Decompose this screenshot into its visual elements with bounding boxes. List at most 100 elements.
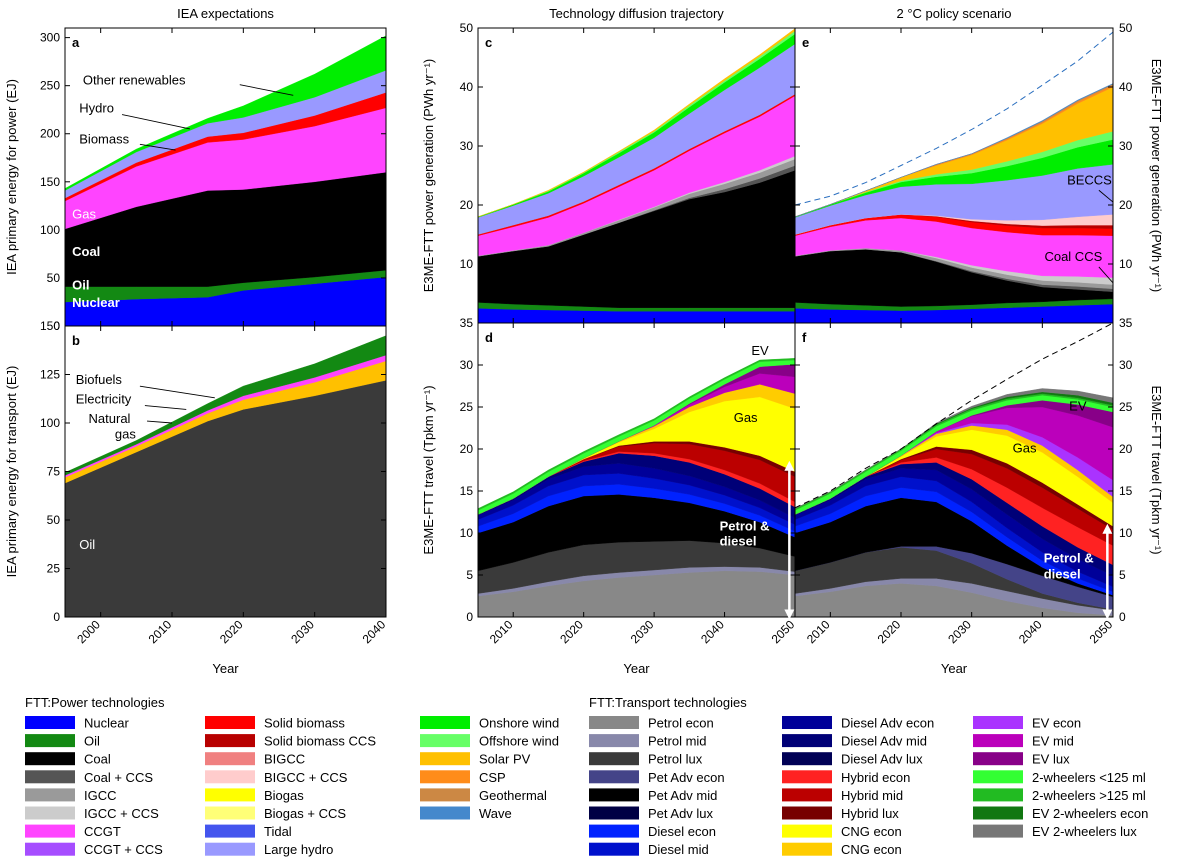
panel-c: 10 20 30 40 50 c Technology diffusion trajecto… <box>421 6 796 324</box>
leader-line <box>121 114 190 130</box>
y-tick-label: 15 <box>1119 484 1133 498</box>
legend-label: Large hydro <box>264 842 333 857</box>
legend-swatch <box>205 824 255 838</box>
legend-label: Hybrid mid <box>841 788 903 803</box>
legend-swatch <box>973 770 1023 784</box>
legend-legend_power: FTT:Power technologies Nuclear Oil Coal Coal… <box>25 695 559 857</box>
x-tick-label: 2030 <box>945 617 974 646</box>
leader-line <box>239 84 294 96</box>
y-tick-label: 250 <box>40 79 60 93</box>
y-tick-label: 10 <box>1119 257 1133 271</box>
x-axis-label: Year <box>941 661 968 676</box>
inline-label: Coal CCS <box>1044 249 1102 264</box>
y-tick-label: 30 <box>1119 358 1133 372</box>
legend-label: Wave <box>479 806 512 821</box>
legend-swatch <box>973 788 1023 802</box>
legend-swatch <box>782 752 832 766</box>
legend-swatch <box>25 824 75 838</box>
legend-swatch <box>973 806 1023 820</box>
leader-line <box>1098 266 1114 284</box>
legend-label: Coal <box>84 752 111 767</box>
x-tick-label: 2020 <box>217 617 246 646</box>
x-tick-label: 2040 <box>1016 617 1045 646</box>
y-tick-label: 20 <box>1119 198 1133 212</box>
panel-label: d <box>485 330 493 345</box>
legend-label: Biogas + CCS <box>264 806 346 821</box>
legend-swatch <box>420 752 470 766</box>
y-tick-label: 40 <box>460 80 474 94</box>
x-tick-label: 2030 <box>628 617 657 646</box>
legend-swatch <box>782 734 832 748</box>
y-tick-label: 150 <box>40 175 60 189</box>
panel-label: e <box>802 35 809 50</box>
legend-label: CSP <box>479 770 506 785</box>
legend-swatch <box>589 824 639 838</box>
legend-swatch <box>420 734 470 748</box>
x-axis-ticks <box>100 28 387 326</box>
inline-label: Oil <box>72 277 89 292</box>
annotation-label: Natural <box>89 411 131 426</box>
y-tick-label: 300 <box>40 31 60 45</box>
panel-title: IEA expectations <box>177 6 274 21</box>
legend-label: Diesel mid <box>648 842 709 857</box>
legend-label: CNG econ <box>841 842 902 857</box>
legend-label: 2-wheelers <125 ml <box>1032 770 1146 785</box>
legend-label: Onshore wind <box>479 716 559 731</box>
legend-label: IGCC <box>84 788 117 803</box>
legend-swatch <box>589 788 639 802</box>
legend-swatch <box>782 788 832 802</box>
y-tick-label: 25 <box>1119 400 1133 414</box>
x-tick-label: 2010 <box>804 617 833 646</box>
y-axis-ticks: 0 50 100 150 200 250 300 <box>40 31 386 333</box>
y-tick-label: 10 <box>460 526 474 540</box>
x-tick-label: 2010 <box>487 617 516 646</box>
legend-label: Petrol mid <box>648 734 707 749</box>
legend-title: FTT:Power technologies <box>25 695 165 710</box>
inline-label: EV <box>751 343 769 358</box>
y-tick-label: 30 <box>1119 139 1133 153</box>
annotation-label: Electricity <box>76 392 132 407</box>
legend-swatch <box>205 734 255 748</box>
legend-swatch <box>782 842 832 856</box>
inline-label: Gas <box>72 206 96 221</box>
y-axis-ticks: 0 25 50 75 100 125 150 <box>40 319 386 624</box>
panel-title: 2 °C policy scenario <box>896 6 1011 21</box>
reference-dashed-line <box>794 322 1114 509</box>
panel-label: c <box>485 35 492 50</box>
legend-label: Diesel econ <box>648 824 716 839</box>
y-axis-label: IEA primary energy for power (EJ) <box>4 79 19 275</box>
inline-label: BECCS <box>1067 172 1112 187</box>
y-tick-label: 15 <box>460 484 474 498</box>
legend-swatch <box>25 734 75 748</box>
x-axis-ticks <box>829 28 1114 323</box>
legend-swatch <box>782 806 832 820</box>
inline-label: Gas <box>734 410 758 425</box>
panel-a: 0 50 100 150 200 250 300 a IEA expectations IEA p… <box>4 6 387 333</box>
leader-line <box>1098 189 1114 203</box>
y-tick-label: 200 <box>40 127 60 141</box>
inline-label: EV <box>1069 398 1087 413</box>
x-tick-label: 2000 <box>74 617 103 646</box>
legend-swatch <box>589 806 639 820</box>
x-tick-label: 2050 <box>769 617 798 646</box>
y-tick-label: 0 <box>53 610 60 624</box>
reference-dashed-line <box>794 31 1114 206</box>
y-tick-label: 35 <box>460 316 474 330</box>
leader-line <box>144 405 187 410</box>
y-tick-label: 50 <box>460 21 474 35</box>
x-tick-label: 2020 <box>557 617 586 646</box>
legend-label: Petrol lux <box>648 752 703 767</box>
y-tick-label: 0 <box>466 610 473 624</box>
panel-d: 2010 2020 2030 2040 2050 0 5 10 15 20 25 30 35 d Year E… <box>421 316 798 676</box>
panel-label: b <box>72 333 80 348</box>
legend-label: BIGCC <box>264 752 305 767</box>
leader-line <box>139 143 176 151</box>
legend-swatch <box>589 842 639 856</box>
legend-swatch <box>25 842 75 856</box>
legend-label: Coal + CCS <box>84 770 153 785</box>
legend-label: Biogas <box>264 788 304 803</box>
legend-label: EV 2-wheelers lux <box>1032 824 1137 839</box>
leader-line <box>146 420 173 424</box>
